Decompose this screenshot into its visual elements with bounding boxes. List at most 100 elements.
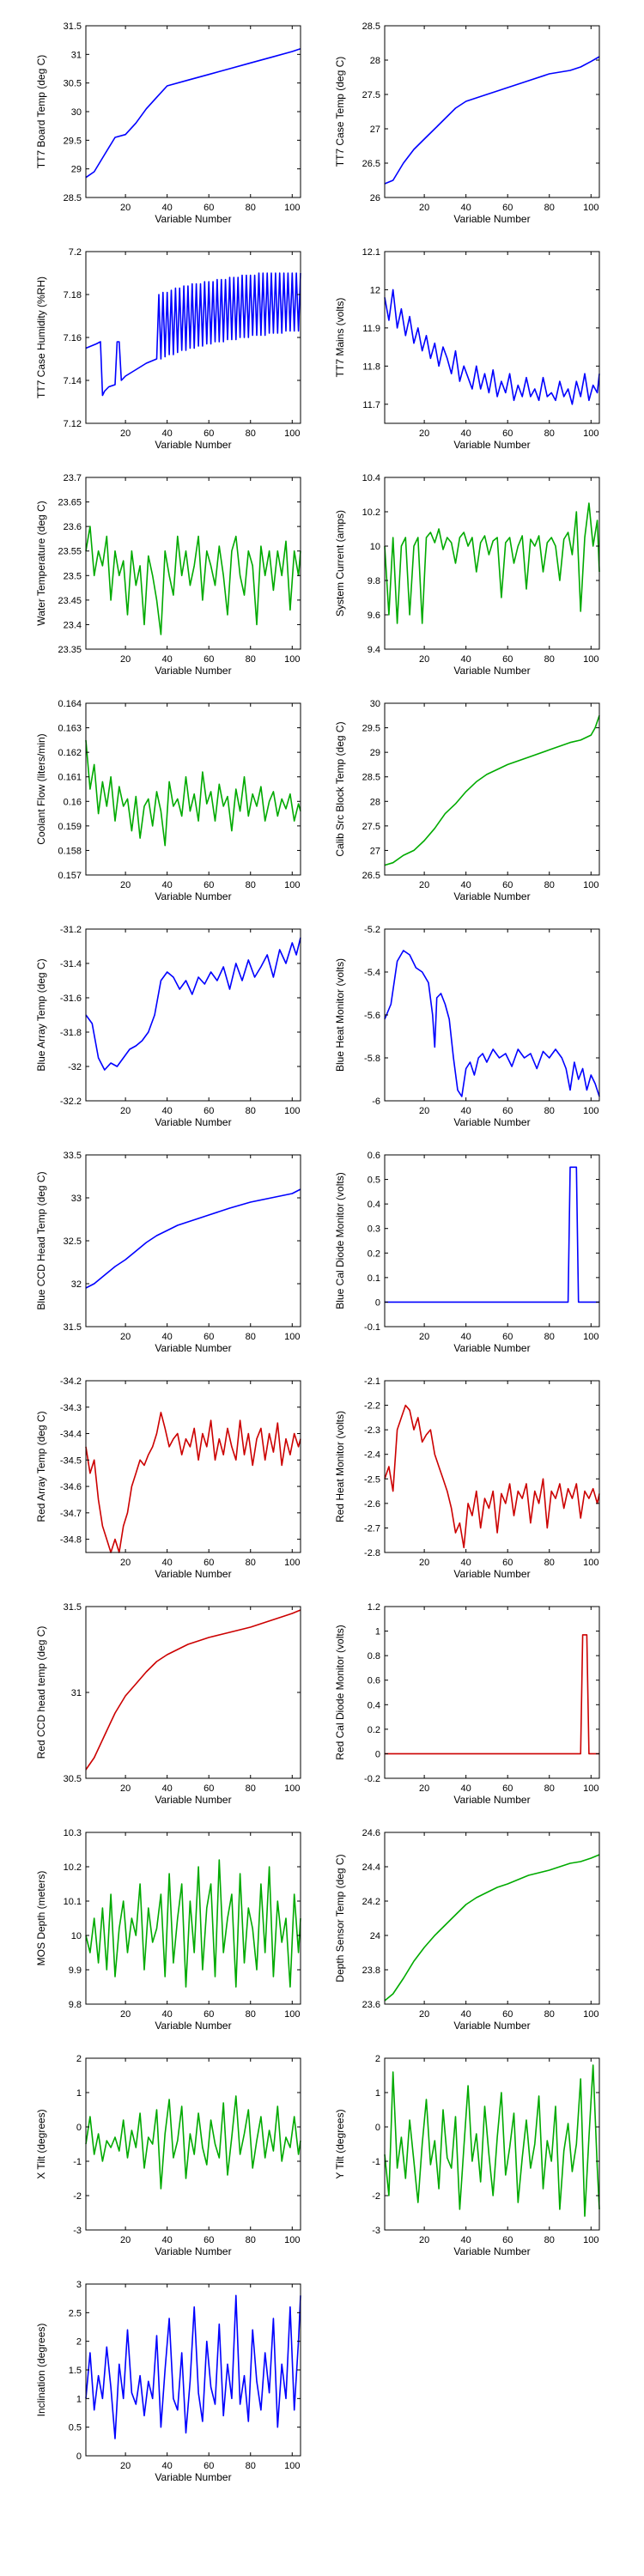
plot-frame (384, 2057, 600, 2231)
y-tick-label: 28.5 (362, 773, 380, 783)
x-tick-label: 80 (246, 1332, 256, 1342)
y-tick-label: 1 (76, 2394, 82, 2404)
y-tick-label: -34.7 (60, 1509, 82, 1519)
x-tick-label: 80 (544, 1106, 555, 1116)
x-tick-label: 100 (583, 1558, 598, 1568)
x-tick-label: 80 (246, 428, 256, 439)
chart-panel: 20 40 60 80 100 31.5 32 32.5 33 33.5 Variable Numb… (35, 1151, 301, 1354)
y-tick-label: 10 (370, 542, 380, 552)
x-tick-label: 80 (544, 203, 555, 213)
x-tick-label: 60 (502, 1783, 513, 1794)
plot-frame (85, 477, 301, 650)
y-tick-label: -2 (372, 2191, 380, 2202)
chart-panel: 20 40 60 80 100 -0.1 0 0.1 0.2 0.3 0.4 0.5 0.6 Variab… (334, 1151, 600, 1354)
x-tick-label: 40 (461, 428, 471, 439)
x-tick-label: 80 (544, 1783, 555, 1794)
x-axis-label: Variable Number (155, 890, 231, 902)
x-axis-label: Variable Number (155, 1568, 231, 1580)
x-tick-label: 20 (120, 428, 131, 439)
plot-frame (384, 25, 600, 198)
x-tick-label: 60 (502, 1558, 513, 1568)
x-tick-label: 100 (583, 880, 598, 890)
series-line (85, 272, 301, 397)
plot-frame (384, 1832, 600, 2005)
x-tick-label: 80 (544, 880, 555, 890)
x-tick-label: 100 (583, 2235, 598, 2245)
y-tick-label: 10.2 (362, 507, 380, 518)
y-tick-label: 2 (76, 2337, 82, 2348)
x-tick-label: 20 (419, 654, 429, 665)
y-tick-label: 23.7 (64, 473, 82, 483)
y-tick-label: 7.18 (64, 290, 82, 301)
y-tick-label: 7.12 (64, 419, 82, 429)
plot-frame (384, 251, 600, 424)
series-line (384, 289, 600, 405)
plot-frame (85, 1606, 301, 1779)
y-tick-label: 32 (71, 1279, 82, 1290)
y-tick-label: 0.163 (58, 724, 82, 734)
x-tick-label: 80 (544, 2235, 555, 2245)
x-tick-label: 40 (461, 203, 471, 213)
y-tick-label: 0 (375, 1297, 380, 1308)
series-line (385, 1166, 599, 1303)
x-tick-label: 60 (204, 1332, 214, 1342)
y-tick-label: 0.5 (69, 2423, 82, 2433)
plot-frame (85, 1832, 301, 2005)
y-tick-label: 27.5 (362, 90, 380, 100)
y-tick-label: -1 (372, 2157, 380, 2167)
x-tick-label: 60 (204, 1783, 214, 1794)
y-tick-label: 2 (375, 2054, 380, 2064)
x-tick-label: 20 (419, 1783, 429, 1794)
y-tick-label: 1.5 (69, 2366, 82, 2376)
x-tick-label: 100 (284, 1558, 300, 1568)
y-tick-label: 0.2 (368, 1249, 380, 1259)
y-tick-label: 1 (375, 2088, 380, 2099)
y-tick-label: 30 (71, 107, 82, 118)
y-tick-label: 23.6 (64, 522, 82, 532)
x-tick-label: 60 (204, 428, 214, 439)
x-tick-label: 100 (583, 428, 598, 439)
x-tick-label: 40 (461, 880, 471, 890)
y-tick-label: 9.8 (69, 2000, 82, 2010)
y-tick-label: 2 (76, 2054, 82, 2064)
y-tick-label: 30 (370, 699, 380, 709)
y-tick-label: -2.7 (364, 1523, 380, 1534)
y-tick-label: -0.2 (364, 1774, 380, 1784)
y-tick-label: -34.8 (60, 1535, 82, 1546)
series-line (384, 502, 600, 624)
series-line (85, 1188, 301, 1289)
x-tick-label: 60 (502, 203, 513, 213)
y-tick-label: 7.2 (69, 247, 82, 258)
chart-panel: 20 40 60 80 100 23.6 23.8 24 24.2 24.4 24.6 Variabl… (334, 1828, 600, 2032)
plot-frame (85, 2057, 301, 2231)
x-tick-label: 20 (120, 2235, 131, 2245)
x-tick-label: 100 (284, 1106, 300, 1116)
x-tick-label: 40 (461, 2235, 471, 2245)
y-tick-label: 0.3 (368, 1224, 380, 1235)
chart-panel: 20 40 60 80 100 7.12 7.14 7.16 7.18 7.2 Variable N… (35, 247, 301, 451)
y-tick-label: -0.1 (364, 1322, 380, 1333)
y-tick-label: 29 (71, 165, 82, 175)
x-tick-label: 80 (246, 2235, 256, 2245)
y-tick-label: 0.16 (64, 797, 82, 807)
x-tick-label: 100 (583, 1332, 598, 1342)
x-tick-label: 20 (419, 2235, 429, 2245)
plot-frame (384, 1380, 600, 1553)
x-tick-label: 40 (461, 1783, 471, 1794)
y-tick-label: 31 (71, 1688, 82, 1698)
x-axis-label: Variable Number (155, 1342, 231, 1354)
series-line (85, 1609, 301, 1771)
x-tick-label: 60 (204, 1106, 214, 1116)
y-tick-label: 31.5 (64, 21, 82, 32)
series-line (384, 950, 600, 1097)
y-tick-label: 10.1 (64, 1897, 82, 1907)
y-axis-label: TT7 Board Temp (deg C) (35, 55, 47, 169)
chart-panel: 20 40 60 80 100 30.5 31 31.5 Variable Number Red … (35, 1602, 301, 1806)
y-axis-label: Blue Heat Monitor (volts) (334, 958, 346, 1072)
y-tick-label: 23.45 (58, 596, 82, 606)
series-line (85, 47, 301, 179)
y-tick-label: 33 (71, 1194, 82, 1204)
x-tick-label: 80 (246, 1106, 256, 1116)
x-tick-label: 80 (246, 1558, 256, 1568)
y-tick-label: -2.8 (364, 1548, 380, 1558)
